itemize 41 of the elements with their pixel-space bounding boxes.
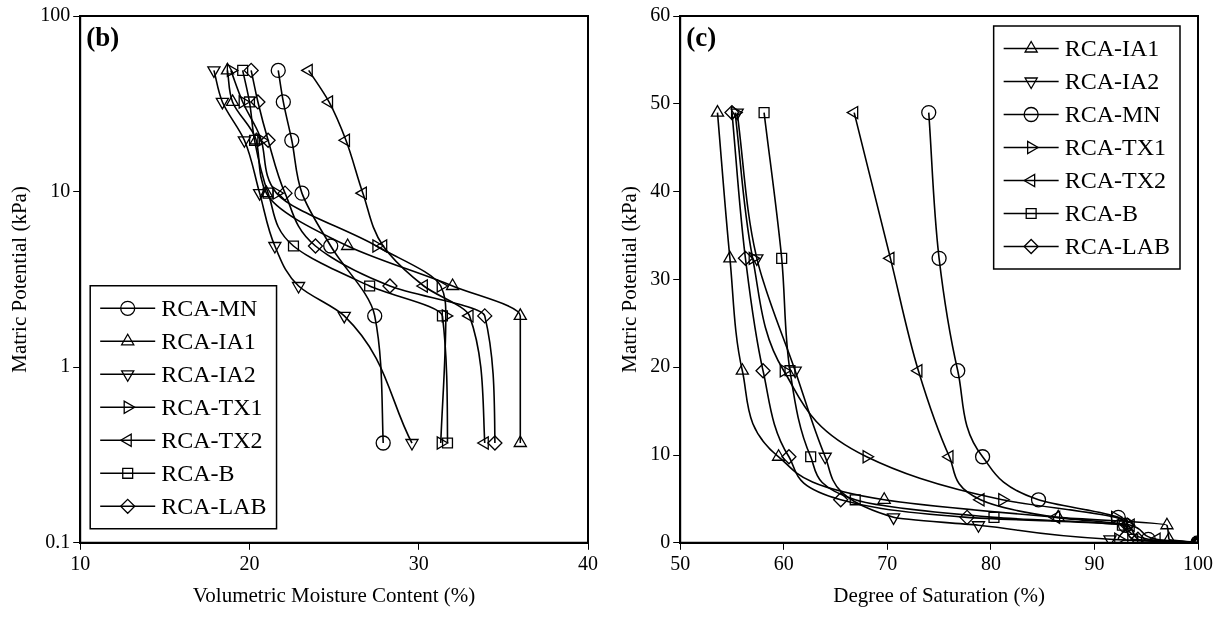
y-tick-label: 10	[650, 442, 671, 465]
y-tick-label: 10	[50, 178, 71, 201]
legend-label: RCA-MN	[161, 294, 258, 321]
y-tick-label: 20	[650, 354, 671, 377]
y-tick-label: 100	[40, 3, 71, 26]
y-tick-label: 40	[650, 178, 671, 201]
y-tick-label: 60	[650, 3, 671, 26]
legend-label: RCA-TX2	[1064, 166, 1166, 193]
legend-label: RCA-TX2	[161, 426, 263, 453]
x-tick-label: 90	[1084, 552, 1105, 575]
x-tick-label: 20	[239, 552, 260, 575]
chart-title: (b)	[86, 22, 120, 53]
x-tick-label: 50	[670, 552, 691, 575]
legend-label: RCA-B	[1064, 199, 1139, 226]
legend-label: RCA-IA2	[1064, 67, 1160, 94]
legend-label: RCA-TX1	[161, 393, 263, 420]
x-tick-label: 100	[1183, 552, 1213, 575]
y-tick-label: 0.1	[45, 530, 71, 553]
legend-label: RCA-LAB	[1064, 232, 1170, 259]
y-tick-label: 0	[660, 530, 671, 553]
y-axis-title: Matric Potential (kPa)	[617, 186, 642, 373]
x-tick-label: 10	[70, 552, 91, 575]
legend-label: RCA-IA1	[161, 327, 256, 354]
x-tick-label: 40	[578, 552, 598, 575]
x-tick-label: 30	[408, 552, 429, 575]
legend-label: RCA-IA1	[1064, 34, 1160, 61]
legend-label: RCA-LAB	[161, 492, 267, 519]
y-tick-label: 1	[60, 354, 71, 377]
x-tick-label: 80	[980, 552, 1001, 575]
legend-label: RCA-MN	[1064, 100, 1161, 127]
y-axis-title: Matric Potential (kPa)	[7, 186, 32, 373]
y-tick-label: 50	[650, 91, 671, 114]
x-tick-label: 60	[773, 552, 794, 575]
x-axis-title: Degree of Saturation (%)	[833, 582, 1045, 607]
y-tick-label: 30	[650, 266, 671, 289]
legend-label: RCA-IA2	[161, 360, 256, 387]
x-tick-label: 70	[877, 552, 898, 575]
legend-label: RCA-TX1	[1064, 133, 1166, 160]
legend-label: RCA-B	[161, 459, 235, 486]
chart-title: (c)	[686, 22, 717, 53]
x-axis-title: Volumetric Moisture Content (%)	[192, 582, 476, 607]
